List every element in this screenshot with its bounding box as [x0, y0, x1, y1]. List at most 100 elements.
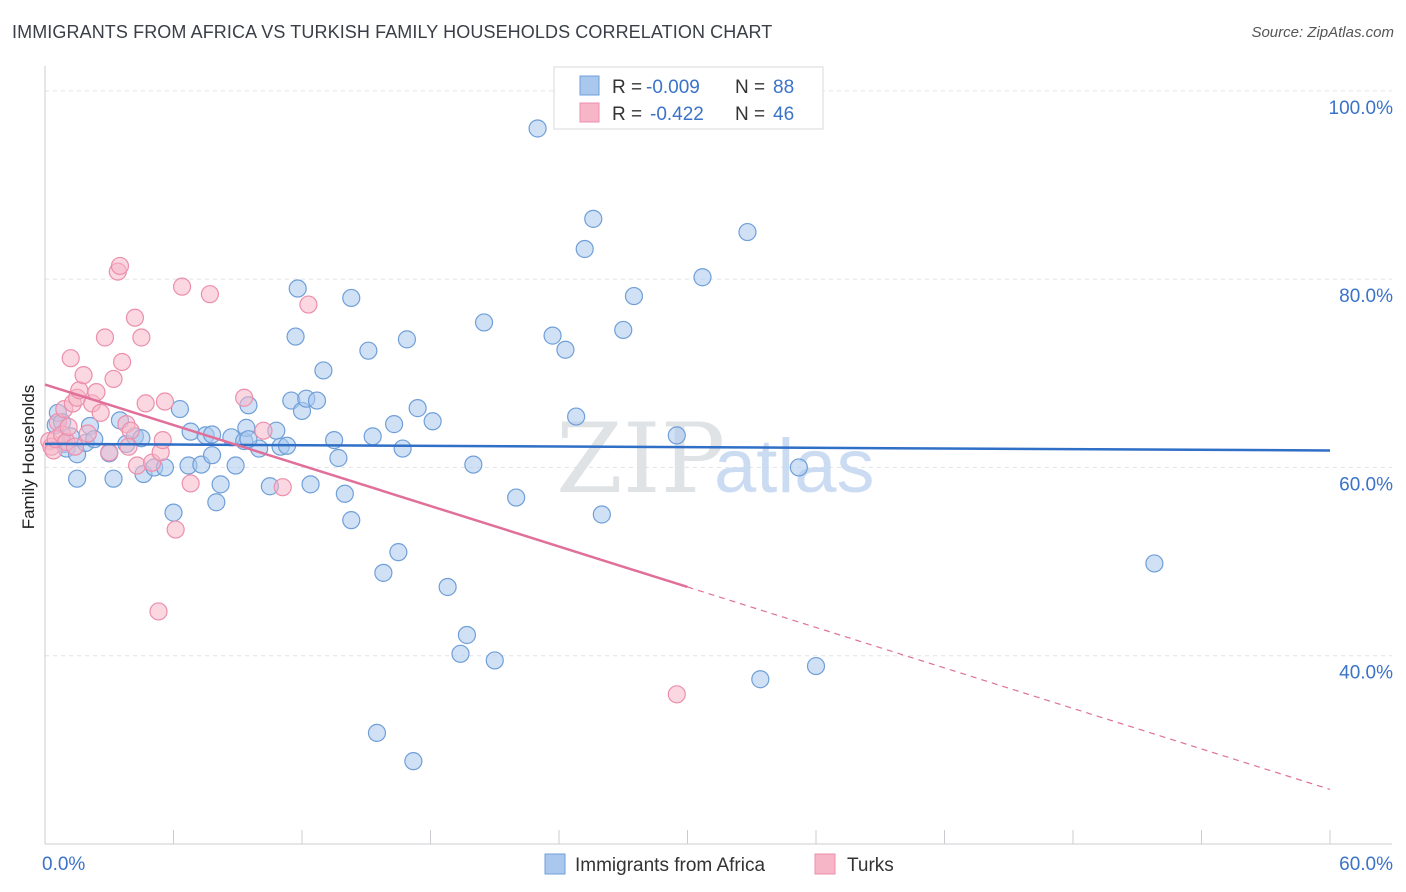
data-point	[200, 285, 220, 304]
data-point	[112, 352, 132, 372]
data-point	[314, 361, 333, 380]
data-point	[164, 503, 183, 522]
data-point	[374, 563, 393, 582]
data-point	[624, 286, 644, 306]
data-point	[367, 723, 387, 743]
data-point	[100, 443, 119, 462]
data-point	[59, 417, 78, 437]
trend-lines	[44, 383, 1331, 790]
data-point	[125, 308, 145, 327]
data-point	[329, 448, 348, 468]
data-point	[556, 340, 575, 359]
data-point	[584, 209, 603, 228]
chart-title: IMMIGRANTS FROM AFRICA VS TURKISH FAMILY…	[12, 22, 773, 42]
y-tick-label-80: 80.0%	[1339, 286, 1393, 307]
data-point	[363, 427, 382, 446]
data-point	[423, 412, 442, 431]
watermark-zip: ZIP	[556, 403, 725, 515]
data-point	[78, 424, 97, 443]
data-point	[235, 388, 254, 407]
legend-n-label-1: N =	[735, 77, 765, 98]
data-point	[408, 399, 427, 418]
data-point	[451, 644, 470, 663]
data-point	[335, 484, 354, 503]
data-point	[342, 511, 361, 530]
data-point	[211, 475, 230, 494]
legend-r-label-2: R =	[612, 104, 642, 125]
data-point	[457, 625, 477, 645]
data-point	[132, 328, 151, 347]
axes	[44, 66, 1392, 845]
data-point	[667, 685, 686, 704]
bottom-legend-swatch-blue	[544, 853, 566, 875]
data-point	[273, 478, 292, 497]
data-point	[393, 439, 412, 458]
x-tick-labels: 0.0% 60.0%	[42, 854, 1393, 875]
data-point	[485, 651, 504, 670]
data-point	[301, 475, 320, 494]
y-tick-labels: 40.0% 60.0% 80.0% 100.0%	[1329, 98, 1394, 684]
y-axis-label: Family Households	[19, 385, 38, 530]
data-point	[397, 330, 417, 349]
x-tick-label-min: 0.0%	[42, 854, 85, 875]
data-point	[614, 320, 633, 340]
data-point	[207, 493, 226, 512]
legend-swatch-pink	[579, 102, 600, 123]
data-point	[95, 328, 115, 347]
data-point	[474, 313, 494, 332]
correlation-legend: R = -0.009 N = 88 R = -0.422 N = 46	[553, 66, 824, 130]
data-point	[404, 752, 423, 771]
data-point	[61, 349, 80, 368]
data-point	[202, 446, 222, 465]
data-point	[507, 488, 526, 507]
trend-line-immigrants	[44, 442, 1331, 452]
watermark: ZIP atlas	[556, 403, 875, 515]
x-tick-label-max: 60.0%	[1339, 854, 1393, 875]
legend-n-value-1: 88	[773, 77, 794, 98]
y-tick-label-60: 60.0%	[1339, 474, 1393, 495]
series-turks	[40, 256, 686, 704]
gridlines	[45, 90, 1392, 657]
data-point	[166, 520, 185, 539]
data-point	[567, 407, 586, 426]
bottom-legend-label-turks: Turks	[847, 855, 894, 876]
data-point	[543, 326, 562, 345]
data-point	[104, 369, 123, 389]
data-point	[738, 222, 757, 242]
series-legend: Immigrants from Africa Turks	[544, 853, 894, 876]
legend-swatch-blue	[579, 75, 600, 96]
data-point	[288, 279, 307, 298]
data-point	[110, 256, 130, 276]
data-point	[68, 469, 87, 488]
data-point	[65, 437, 85, 456]
data-point	[226, 456, 245, 475]
data-point	[789, 458, 808, 477]
data-point	[181, 474, 200, 493]
data-point	[359, 341, 378, 360]
data-point	[575, 239, 594, 259]
data-point	[693, 268, 712, 287]
y-tick-label-40: 40.0%	[1339, 663, 1393, 684]
data-point	[667, 426, 686, 445]
data-point	[91, 403, 110, 422]
data-point	[438, 577, 457, 597]
data-point	[74, 366, 93, 385]
legend-n-value-2: 46	[773, 104, 794, 125]
data-point	[127, 456, 147, 475]
trend-line-turks-extrapolated	[687, 586, 1331, 790]
data-point	[528, 119, 547, 138]
data-point	[389, 543, 408, 562]
source-credit: Source: ZipAtlas.com	[1251, 24, 1394, 41]
bottom-legend-swatch-pink	[814, 853, 836, 875]
data-point	[384, 415, 404, 434]
data-point	[1145, 554, 1164, 573]
data-point	[806, 656, 826, 676]
data-point	[299, 295, 318, 314]
data-point	[307, 391, 327, 410]
data-point	[155, 392, 175, 411]
data-point	[104, 469, 123, 488]
legend-r-label-1: R =	[612, 77, 642, 98]
data-point	[751, 670, 770, 689]
trend-line-turks	[44, 383, 688, 589]
data-point	[149, 602, 168, 621]
